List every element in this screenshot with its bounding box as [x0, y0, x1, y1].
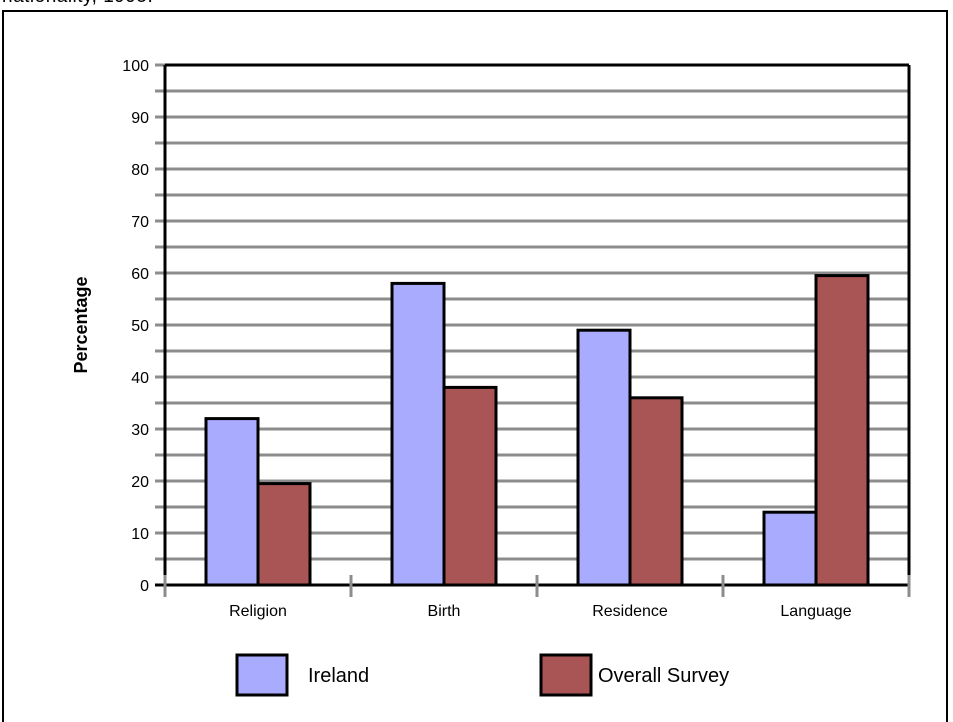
- y-tick-label: 100: [122, 58, 149, 75]
- x-category-label: Birth: [428, 603, 461, 620]
- y-tick-label: 60: [131, 266, 149, 283]
- y-tick-labels: 0 10 20 30 40 50 60 70 80 90 100: [122, 58, 149, 595]
- y-axis-label: Percentage: [71, 276, 91, 373]
- legend: Ireland Overall Survey: [235, 653, 729, 697]
- x-category-label: Residence: [592, 603, 668, 620]
- bars: [204, 274, 870, 587]
- chart-frame: [2, 10, 948, 722]
- x-category-label: Religion: [229, 603, 287, 620]
- bar: [256, 482, 312, 587]
- legend-label: Ireland: [308, 665, 369, 687]
- y-tick-label: 80: [131, 162, 149, 179]
- y-tick-label: 0: [140, 578, 149, 595]
- y-tick-label: 20: [131, 474, 149, 491]
- bar: [628, 396, 684, 587]
- y-tick-label: 50: [131, 318, 149, 335]
- legend-swatch: [539, 653, 593, 697]
- chart-title: nationality, 1995.: [2, 0, 153, 8]
- y-tick-label: 30: [131, 422, 149, 439]
- x-category-labels: Religion Birth Residence Language: [229, 603, 852, 620]
- bar: [204, 417, 260, 587]
- bar: [390, 281, 446, 587]
- legend-swatch: [235, 653, 289, 697]
- bar: [762, 510, 818, 587]
- y-tick-label: 90: [131, 110, 149, 127]
- bar: [576, 328, 632, 587]
- grid-lines: [165, 89, 909, 561]
- axes: [155, 63, 911, 597]
- bar: [442, 385, 498, 587]
- y-tick-label: 40: [131, 370, 149, 387]
- x-category-label: Language: [780, 603, 851, 620]
- y-tick-label: 70: [131, 214, 149, 231]
- y-tick-label: 10: [131, 526, 149, 543]
- bar: [814, 274, 870, 587]
- legend-label: Overall Survey: [598, 665, 729, 687]
